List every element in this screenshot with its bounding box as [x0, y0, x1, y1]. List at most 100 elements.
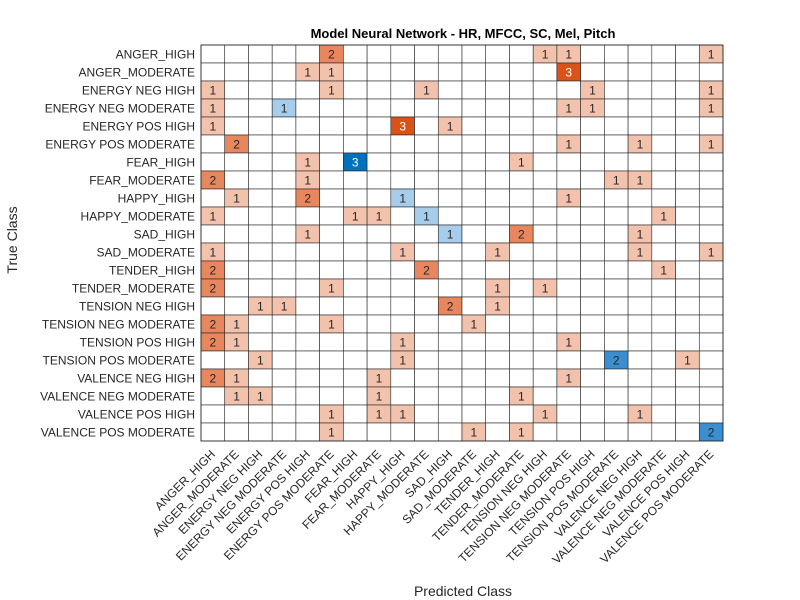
- matrix-cell: [248, 44, 273, 64]
- y-tick-label: TENSION POS MODERATE: [43, 354, 195, 368]
- matrix-cell: [271, 170, 297, 190]
- matrix-cell: [532, 422, 558, 442]
- matrix-cell: [343, 368, 368, 388]
- matrix-cell: [271, 278, 297, 298]
- matrix-cell: [651, 314, 676, 334]
- matrix-cell: [509, 98, 534, 118]
- matrix-cell: [485, 44, 510, 64]
- matrix-cell: [414, 224, 439, 244]
- matrix-cell: [651, 350, 676, 370]
- matrix-cell: [509, 80, 534, 100]
- matrix-cell: [390, 314, 415, 334]
- matrix-cell: [414, 44, 439, 64]
- cell-value-label: 1: [233, 372, 240, 386]
- matrix-cell: [698, 188, 724, 208]
- matrix-cell: [651, 242, 676, 262]
- matrix-cell: [224, 224, 249, 244]
- matrix-cell: [461, 170, 487, 190]
- matrix-cell: [343, 296, 368, 316]
- matrix-cell: [271, 332, 297, 352]
- matrix-cell: [461, 278, 487, 298]
- cell-value-label: 2: [708, 426, 715, 440]
- matrix-cell: [437, 314, 463, 334]
- matrix-cell: [319, 296, 344, 316]
- matrix-cell: [414, 296, 439, 316]
- matrix-cell: [580, 350, 605, 370]
- matrix-cell: [319, 332, 344, 352]
- matrix-cell: [651, 368, 676, 388]
- matrix-cell: [651, 98, 676, 118]
- matrix-cell: [485, 368, 510, 388]
- matrix-cell: [224, 206, 249, 226]
- cell-value-label: 1: [708, 138, 715, 152]
- cell-value-label: 1: [708, 48, 715, 62]
- matrix-cell: [437, 170, 463, 190]
- matrix-cell: [556, 260, 581, 280]
- y-tick-label: TENSION NEG MODERATE: [42, 318, 195, 332]
- matrix-cell: [698, 386, 724, 406]
- cell-value-label: 2: [423, 264, 430, 278]
- matrix-cell: [556, 224, 581, 244]
- matrix-cell: [604, 260, 629, 280]
- matrix-cell: [509, 44, 534, 64]
- matrix-cell: [627, 62, 653, 82]
- y-tick-label: TENDER_HIGH: [109, 264, 195, 278]
- matrix-cell: [509, 314, 534, 334]
- matrix-cell: [414, 332, 439, 352]
- matrix-cell: [414, 134, 439, 154]
- matrix-cell: [295, 386, 320, 406]
- matrix-cell: [271, 314, 297, 334]
- matrix-cell: [580, 134, 605, 154]
- matrix-cell: [200, 350, 226, 370]
- matrix-cell: [248, 422, 273, 442]
- matrix-cell: [485, 224, 510, 244]
- matrix-cell: [319, 224, 344, 244]
- matrix-cell: [627, 350, 653, 370]
- y-tick-label: ENERGY POS MODERATE: [45, 138, 195, 152]
- matrix-cell: [200, 188, 226, 208]
- matrix-cell: [485, 98, 510, 118]
- matrix-cell: [366, 134, 392, 154]
- matrix-cell: [224, 260, 249, 280]
- matrix-cell: [627, 314, 653, 334]
- matrix-cell: [627, 278, 653, 298]
- matrix-cell: [698, 116, 724, 136]
- matrix-cell: [580, 170, 605, 190]
- matrix-cell: [485, 152, 510, 172]
- matrix-cell: [485, 314, 510, 334]
- matrix-cell: [604, 116, 629, 136]
- matrix-cell: [248, 98, 273, 118]
- matrix-cell: [461, 98, 487, 118]
- matrix-cell: [604, 368, 629, 388]
- cell-value-label: 1: [352, 210, 359, 224]
- cell-value-label: 1: [233, 192, 240, 206]
- y-tick-label: VALENCE POS HIGH: [78, 408, 195, 422]
- chart-title: Model Neural Network - HR, MFCC, SC, Mel…: [311, 26, 616, 41]
- matrix-cell: [295, 350, 320, 370]
- matrix-cell: [390, 278, 415, 298]
- matrix-cell: [651, 80, 676, 100]
- matrix-cell: [343, 314, 368, 334]
- cell-value-label: 1: [518, 390, 525, 404]
- matrix-cell: [343, 332, 368, 352]
- cell-value-label: 2: [328, 48, 335, 62]
- cell-value-label: 1: [304, 156, 311, 170]
- matrix-cell: [698, 170, 724, 190]
- cell-value-label: 1: [637, 138, 644, 152]
- matrix-cell: [224, 296, 249, 316]
- matrix-cell: [580, 404, 605, 424]
- matrix-cell: [200, 152, 226, 172]
- matrix-cell: [556, 206, 581, 226]
- cell-value-label: 1: [233, 336, 240, 350]
- matrix-cell: [461, 260, 487, 280]
- cell-value-label: 2: [210, 174, 217, 188]
- cell-value-label: 1: [281, 300, 288, 314]
- matrix-cell: [604, 152, 629, 172]
- matrix-cell: [390, 296, 415, 316]
- matrix-cell: [509, 170, 534, 190]
- matrix-cell: [319, 116, 344, 136]
- matrix-cell: [390, 152, 415, 172]
- matrix-cell: [698, 62, 724, 82]
- matrix-cell: [248, 404, 273, 424]
- matrix-cell: [580, 224, 605, 244]
